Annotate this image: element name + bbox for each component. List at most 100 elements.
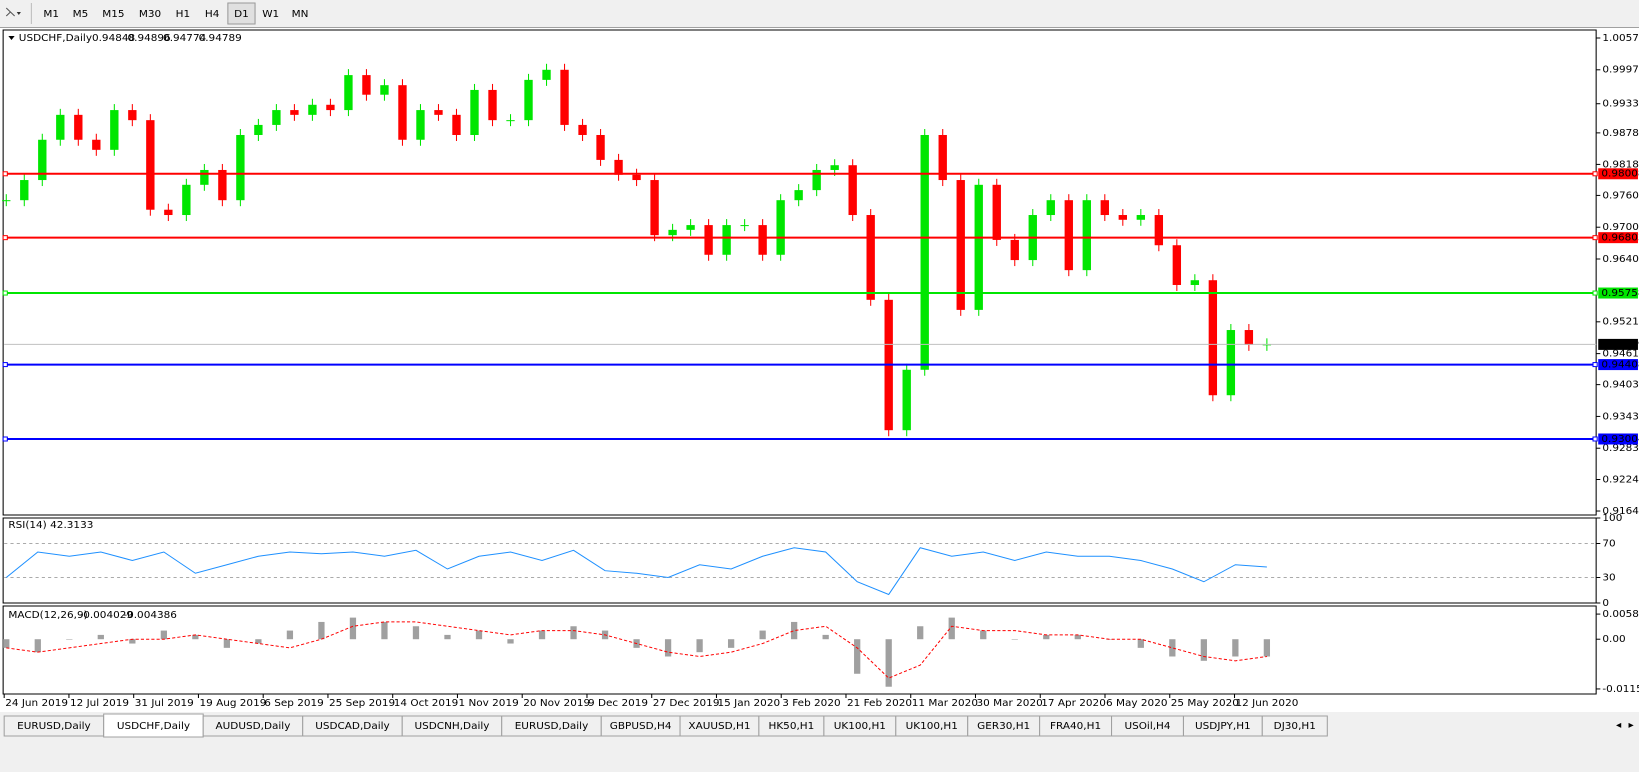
- date-label: 25 May 2020: [1171, 698, 1239, 709]
- timeframe-button[interactable]: M5: [73, 9, 89, 20]
- level-handle: [2, 171, 8, 177]
- timeframe-button[interactable]: H4: [205, 9, 219, 20]
- macd-title: MACD(12,26,9): [8, 610, 87, 621]
- level-handle: [2, 362, 8, 368]
- candle: [164, 209, 173, 216]
- level-handle: [2, 235, 8, 241]
- macd-bar: [223, 639, 231, 648]
- tab-label[interactable]: USDCHF,Daily: [117, 721, 190, 732]
- tab-label[interactable]: GER30,H1: [977, 721, 1030, 732]
- timeframe-button[interactable]: M30: [139, 9, 161, 20]
- macd-bar: [97, 634, 104, 640]
- tab-scroll-left[interactable]: ◂: [1616, 720, 1622, 731]
- timeframe-button[interactable]: H1: [176, 9, 190, 20]
- level-handle: [1592, 290, 1598, 296]
- timeframe-button[interactable]: MN: [292, 9, 309, 20]
- tab-label[interactable]: GBPUSD,H4: [610, 721, 672, 732]
- candle: [722, 225, 731, 255]
- tab-label[interactable]: EURUSD,Daily: [515, 721, 589, 732]
- candle: [848, 165, 857, 216]
- candle: [1172, 245, 1182, 285]
- rsi-pane: [2, 517, 1597, 604]
- macd-bar: [538, 630, 546, 640]
- macd-tick-label: 0.00: [1602, 634, 1625, 645]
- macd-bar: [286, 630, 294, 640]
- tab-label[interactable]: UK100,H1: [834, 721, 886, 732]
- timeframe-button[interactable]: W1: [262, 9, 279, 20]
- macd-bar: [34, 639, 41, 653]
- candle: [992, 184, 1001, 240]
- candle: [740, 225, 749, 227]
- candle: [470, 89, 479, 135]
- level-handle: [1592, 171, 1598, 177]
- tab-label[interactable]: AUDUSD,Daily: [216, 721, 291, 732]
- tab-label[interactable]: XAUUSD,H1: [688, 721, 750, 732]
- date-label: 3 Feb 2020: [782, 698, 840, 709]
- tab-label[interactable]: USDCNH,Daily: [414, 721, 489, 732]
- candle: [686, 225, 695, 230]
- macd-signal: [6, 621, 1267, 679]
- candle: [20, 180, 29, 201]
- candle: [398, 85, 407, 140]
- toolbar-icon[interactable]: [5, 7, 16, 17]
- macd-bar: [255, 639, 262, 644]
- chart-window: [0, 28, 1639, 712]
- tab-label[interactable]: DJ30,H1: [1274, 721, 1316, 732]
- macd-bar: [1232, 639, 1239, 657]
- candle: [344, 75, 353, 111]
- timeframe-button-active[interactable]: [227, 2, 256, 25]
- date-label: 27 Dec 2019: [653, 698, 720, 709]
- candle: [1244, 330, 1254, 345]
- rsi-tick-label: 70: [1602, 539, 1615, 550]
- candle: [38, 139, 47, 181]
- date-label: 14 Oct 2019: [394, 698, 459, 709]
- timeframe-button[interactable]: M15: [102, 9, 124, 20]
- date-label: 12 Jul 2019: [70, 698, 129, 709]
- tab[interactable]: [1261, 715, 1328, 737]
- tab-label[interactable]: USDJPY,H1: [1195, 721, 1251, 732]
- candle: [1010, 239, 1019, 261]
- candle: [2, 200, 11, 202]
- date-label: 9 Dec 2019: [588, 698, 648, 709]
- macd-bar: [1074, 634, 1081, 640]
- rsi-tick-label: 30: [1602, 573, 1615, 584]
- current-price-box: [1598, 338, 1638, 350]
- level-label: 0.93004: [1601, 434, 1639, 445]
- tab-label[interactable]: UK100,H1: [906, 721, 958, 732]
- date-label: 17 Apr 2020: [1041, 698, 1106, 709]
- macd-bar: [1263, 639, 1271, 657]
- macd-signal-last: -0.004386: [123, 610, 177, 621]
- current-price-label: 0.94789: [1601, 340, 1639, 351]
- tab-label[interactable]: USDCAD,Daily: [315, 721, 390, 732]
- candle: [92, 139, 101, 150]
- candle: [542, 69, 551, 80]
- candle: [974, 184, 983, 310]
- level-handle: [1592, 362, 1598, 368]
- macd-bar: [885, 639, 892, 687]
- price-tick-label: 0.94615: [1602, 349, 1639, 360]
- toolbar-dropdown[interactable]: [16, 12, 21, 15]
- tab-scroll-right[interactable]: ▸: [1629, 720, 1635, 731]
- date-label: 6 May 2020: [1106, 698, 1167, 709]
- chart-menu-arrow: [8, 36, 15, 40]
- level-label: 0.96803: [1601, 233, 1639, 244]
- tab-label[interactable]: EURUSD,Daily: [17, 721, 91, 732]
- candle: [1064, 200, 1073, 271]
- date-label: 20 Nov 2019: [523, 698, 590, 709]
- candle: [254, 124, 263, 135]
- candle: [1046, 200, 1055, 216]
- candle: [632, 174, 641, 181]
- timeframe-button[interactable]: M1: [43, 9, 59, 20]
- macd-bar: [507, 639, 514, 644]
- macd-bar: [759, 630, 766, 640]
- tab-label[interactable]: HK50,H1: [768, 721, 814, 732]
- tab-label[interactable]: USOil,H4: [1124, 721, 1170, 732]
- tab-label[interactable]: FRA40,H1: [1050, 721, 1101, 732]
- macd-last: -0.004029: [79, 610, 133, 621]
- timeframe-button[interactable]: D1: [234, 9, 249, 20]
- date-label: 25 Sep 2019: [329, 698, 395, 709]
- price-tick-label: 0.98185: [1602, 160, 1639, 171]
